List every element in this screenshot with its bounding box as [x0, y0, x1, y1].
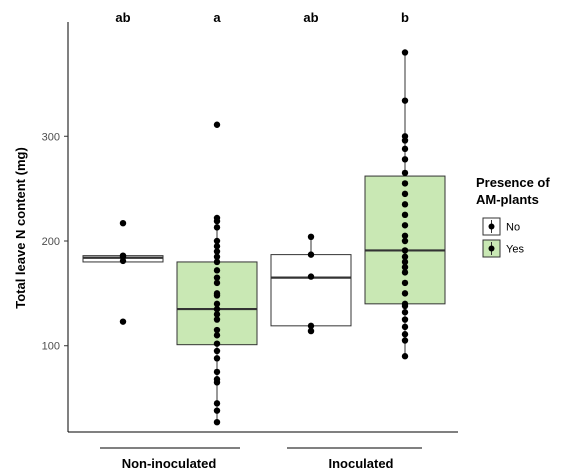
data-point: [213, 407, 221, 414]
legend-title-line2: AM-plants: [476, 192, 539, 207]
data-point: [213, 305, 221, 313]
data-point: [213, 326, 221, 334]
data-point: [401, 253, 409, 260]
y-tick-label: 100: [42, 341, 60, 353]
data-point: [213, 418, 221, 426]
significance-letter: ab: [115, 10, 130, 25]
data-point: [213, 248, 221, 255]
data-point: [401, 353, 409, 360]
significance-letter: ab: [303, 10, 318, 25]
data-point: [401, 302, 409, 310]
data-point: [213, 258, 221, 266]
significance-letters: ab a ab b: [115, 10, 409, 25]
data-point: [213, 311, 221, 318]
data-point: [401, 49, 409, 56]
data-point: [213, 340, 221, 347]
data-point: [213, 243, 221, 250]
legend-label: Yes: [506, 244, 524, 256]
data-point: [401, 190, 409, 198]
data-point: [401, 247, 409, 254]
data-point: [213, 379, 221, 386]
data-point: [401, 156, 409, 163]
significance-letter: a: [213, 10, 221, 25]
y-axis-title: Total leave N content (mg): [13, 147, 28, 309]
data-point: [401, 97, 409, 104]
data-point: [401, 279, 409, 287]
data-point: [401, 211, 409, 219]
data-point: [307, 233, 315, 241]
data-point: [401, 169, 409, 177]
group-label-non-inoculated: Non-inoculated: [122, 456, 217, 471]
data-point: [401, 180, 409, 187]
data-point: [213, 237, 221, 245]
data-point: [213, 316, 221, 323]
data-point: [401, 263, 409, 271]
legend: No Yes: [482, 217, 524, 258]
data-point: [213, 253, 221, 260]
data-point: [401, 258, 409, 266]
data-point: [213, 274, 221, 281]
significance-letter: b: [401, 10, 409, 25]
data-point: [401, 222, 409, 229]
data-point: [213, 292, 221, 299]
data-point: [307, 327, 315, 335]
legend-label: No: [506, 222, 520, 234]
data-point: [307, 251, 315, 258]
data-point: [213, 267, 221, 274]
legend-key-point: [488, 245, 495, 252]
y-tick-label: 300: [42, 131, 60, 143]
data-point: [401, 237, 409, 245]
data-point: [401, 290, 409, 297]
boxes: [82, 52, 446, 425]
data-point: [213, 300, 221, 308]
data-point: [213, 121, 221, 128]
data-point: [213, 279, 221, 287]
data-point: [213, 224, 221, 231]
data-point: [213, 400, 221, 407]
data-point: [307, 273, 315, 280]
data-point: [401, 269, 409, 276]
legend-key-point: [488, 223, 495, 230]
group-label-inoculated: Inoculated: [328, 456, 393, 471]
data-point: [213, 355, 221, 362]
data-point: [213, 368, 221, 376]
data-point: [213, 347, 221, 355]
data-point: [401, 137, 409, 144]
data-point: [213, 217, 221, 225]
data-points: [119, 49, 409, 426]
data-point: [401, 201, 409, 208]
box: [270, 254, 352, 327]
data-point: [401, 316, 409, 323]
y-tick-label: 200: [42, 236, 60, 248]
data-point: [213, 332, 221, 339]
data-point: [307, 322, 315, 330]
y-ticks: 100 200 300: [42, 131, 68, 353]
data-point: [401, 309, 409, 316]
data-point: [401, 232, 409, 239]
data-point: [401, 331, 409, 338]
data-point: [401, 337, 409, 344]
data-point: [119, 257, 127, 265]
data-point: [119, 219, 127, 227]
data-point: [401, 323, 409, 331]
data-point: [119, 318, 127, 325]
data-point: [401, 145, 409, 153]
legend-title-line1: Presence of: [476, 175, 550, 190]
